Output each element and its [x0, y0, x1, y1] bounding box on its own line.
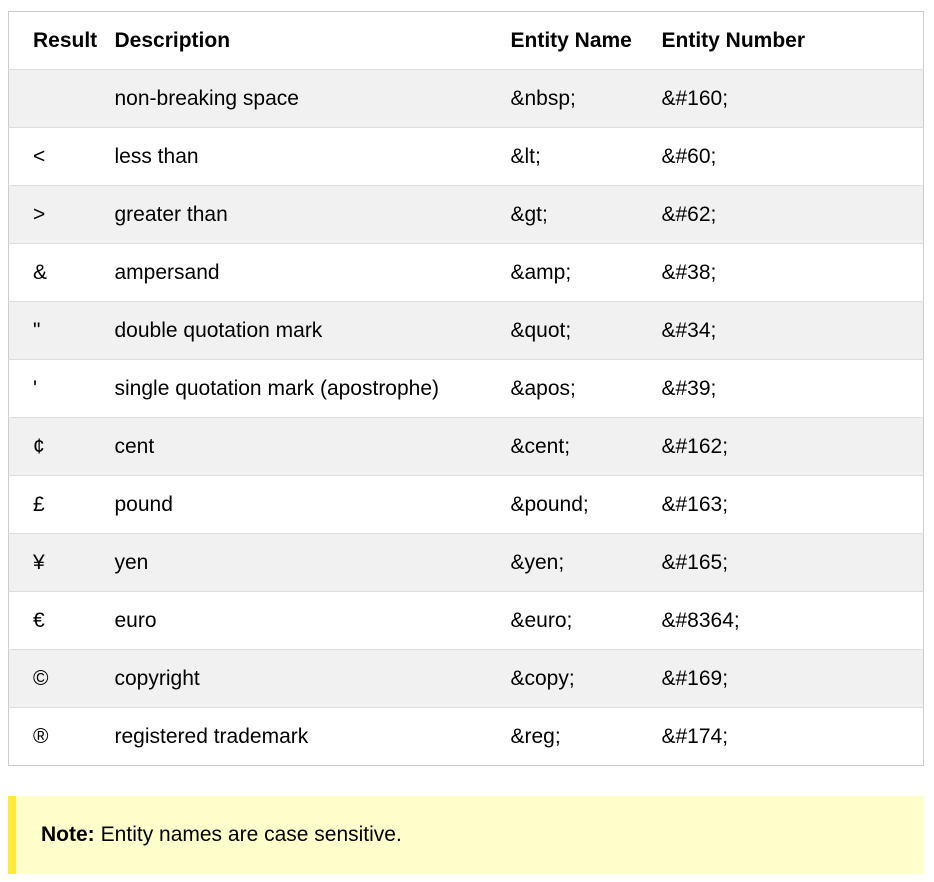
cell-description: euro	[90, 591, 487, 650]
table-row: & ampersand &amp; &#38;	[8, 243, 924, 302]
table-row: < less than &lt; &#60;	[8, 127, 924, 186]
cell-entity-name: &copy;	[486, 649, 638, 708]
cell-result: '	[8, 359, 91, 418]
note-box: Note: Entity names are case sensitive.	[8, 796, 924, 874]
cell-entity-name: &apos;	[486, 359, 638, 418]
cell-entity-name: &amp;	[486, 243, 638, 302]
table-row: non-breaking space &nbsp; &#160;	[8, 69, 924, 128]
header-description: Description	[90, 11, 487, 70]
table-row: © copyright &copy; &#169;	[8, 649, 924, 708]
entity-table: Result Description Entity Name Entity Nu…	[8, 11, 924, 766]
cell-result: ©	[8, 649, 91, 708]
cell-description: registered trademark	[114, 724, 309, 748]
cell-entity-number: &#163;	[637, 475, 924, 534]
cell-entity-number: &#62;	[637, 185, 924, 244]
cell-entity-name: &yen;	[486, 533, 638, 592]
cell-entity-number: &#38;	[637, 243, 924, 302]
table-row: ' single quotation mark (apostrophe) &ap…	[8, 359, 924, 418]
cell-entity-number: &#60;	[637, 127, 924, 186]
cell-entity-number: &#162;	[637, 417, 924, 476]
cell-entity-number: &#160;	[637, 69, 924, 128]
cell-entity-name: &lt;	[486, 127, 638, 186]
cell-entity-number: &#165;	[637, 533, 924, 592]
cell-entity-number: &#169;	[637, 649, 924, 708]
cell-entity-name: &cent;	[486, 417, 638, 476]
cell-entity-number: &#39;	[637, 359, 924, 418]
note-label: Note:	[41, 823, 95, 846]
table-header-row: Result Description Entity Name Entity Nu…	[8, 11, 924, 70]
cell-entity-name: &nbsp;	[486, 69, 638, 128]
cell-entity-name: &reg;	[510, 724, 561, 748]
cell-description: cent	[90, 417, 487, 476]
cell-entity-number: &#8364;	[637, 591, 924, 650]
cell-result: ®	[33, 724, 49, 748]
cell-description: copyright	[90, 649, 487, 708]
cell-result: &	[8, 243, 91, 302]
cell-result: £	[8, 475, 91, 534]
table-row: > greater than &gt; &#62;	[8, 185, 924, 244]
cell-description: greater than	[90, 185, 487, 244]
header-entity-number: Entity Number	[637, 11, 924, 70]
cell-entity-number: &#174;	[661, 724, 729, 748]
cell-result: "	[8, 301, 91, 360]
cell-result: €	[8, 591, 91, 650]
cell-entity-number: &#34;	[637, 301, 924, 360]
table-row: ¥ yen &yen; &#165;	[8, 533, 924, 592]
header-entity-name: Entity Name	[486, 11, 638, 70]
table-row: ¢ cent &cent; &#162;	[8, 417, 924, 476]
cell-entity-name: &pound;	[486, 475, 638, 534]
cell-entity-name: &euro;	[486, 591, 638, 650]
cell-entity-name: &gt;	[486, 185, 638, 244]
cell-result: ¢	[8, 417, 91, 476]
cell-description: ampersand	[90, 243, 487, 302]
note-text: Entity names are case sensitive.	[100, 823, 402, 846]
table-row: " double quotation mark &quot; &#34;	[8, 301, 924, 360]
cell-description: single quotation mark (apostrophe)	[90, 359, 487, 418]
cell-entity-name: &quot;	[486, 301, 638, 360]
header-result: Result	[8, 11, 97, 70]
cell-description: non-breaking space	[90, 69, 487, 128]
cell-description: yen	[90, 533, 487, 592]
cell-result: <	[8, 127, 91, 186]
cell-description: double quotation mark	[90, 301, 487, 360]
cell-result: >	[8, 185, 91, 244]
table-row: £ pound &pound; &#163;	[8, 475, 924, 534]
cell-result	[8, 69, 91, 128]
table-row: € euro &euro; &#8364;	[8, 591, 924, 650]
table-row: ® registered trademark &reg; &#174;	[8, 707, 924, 766]
cell-result: ¥	[8, 533, 91, 592]
cell-description: less than	[90, 127, 487, 186]
cell-description: pound	[90, 475, 487, 534]
